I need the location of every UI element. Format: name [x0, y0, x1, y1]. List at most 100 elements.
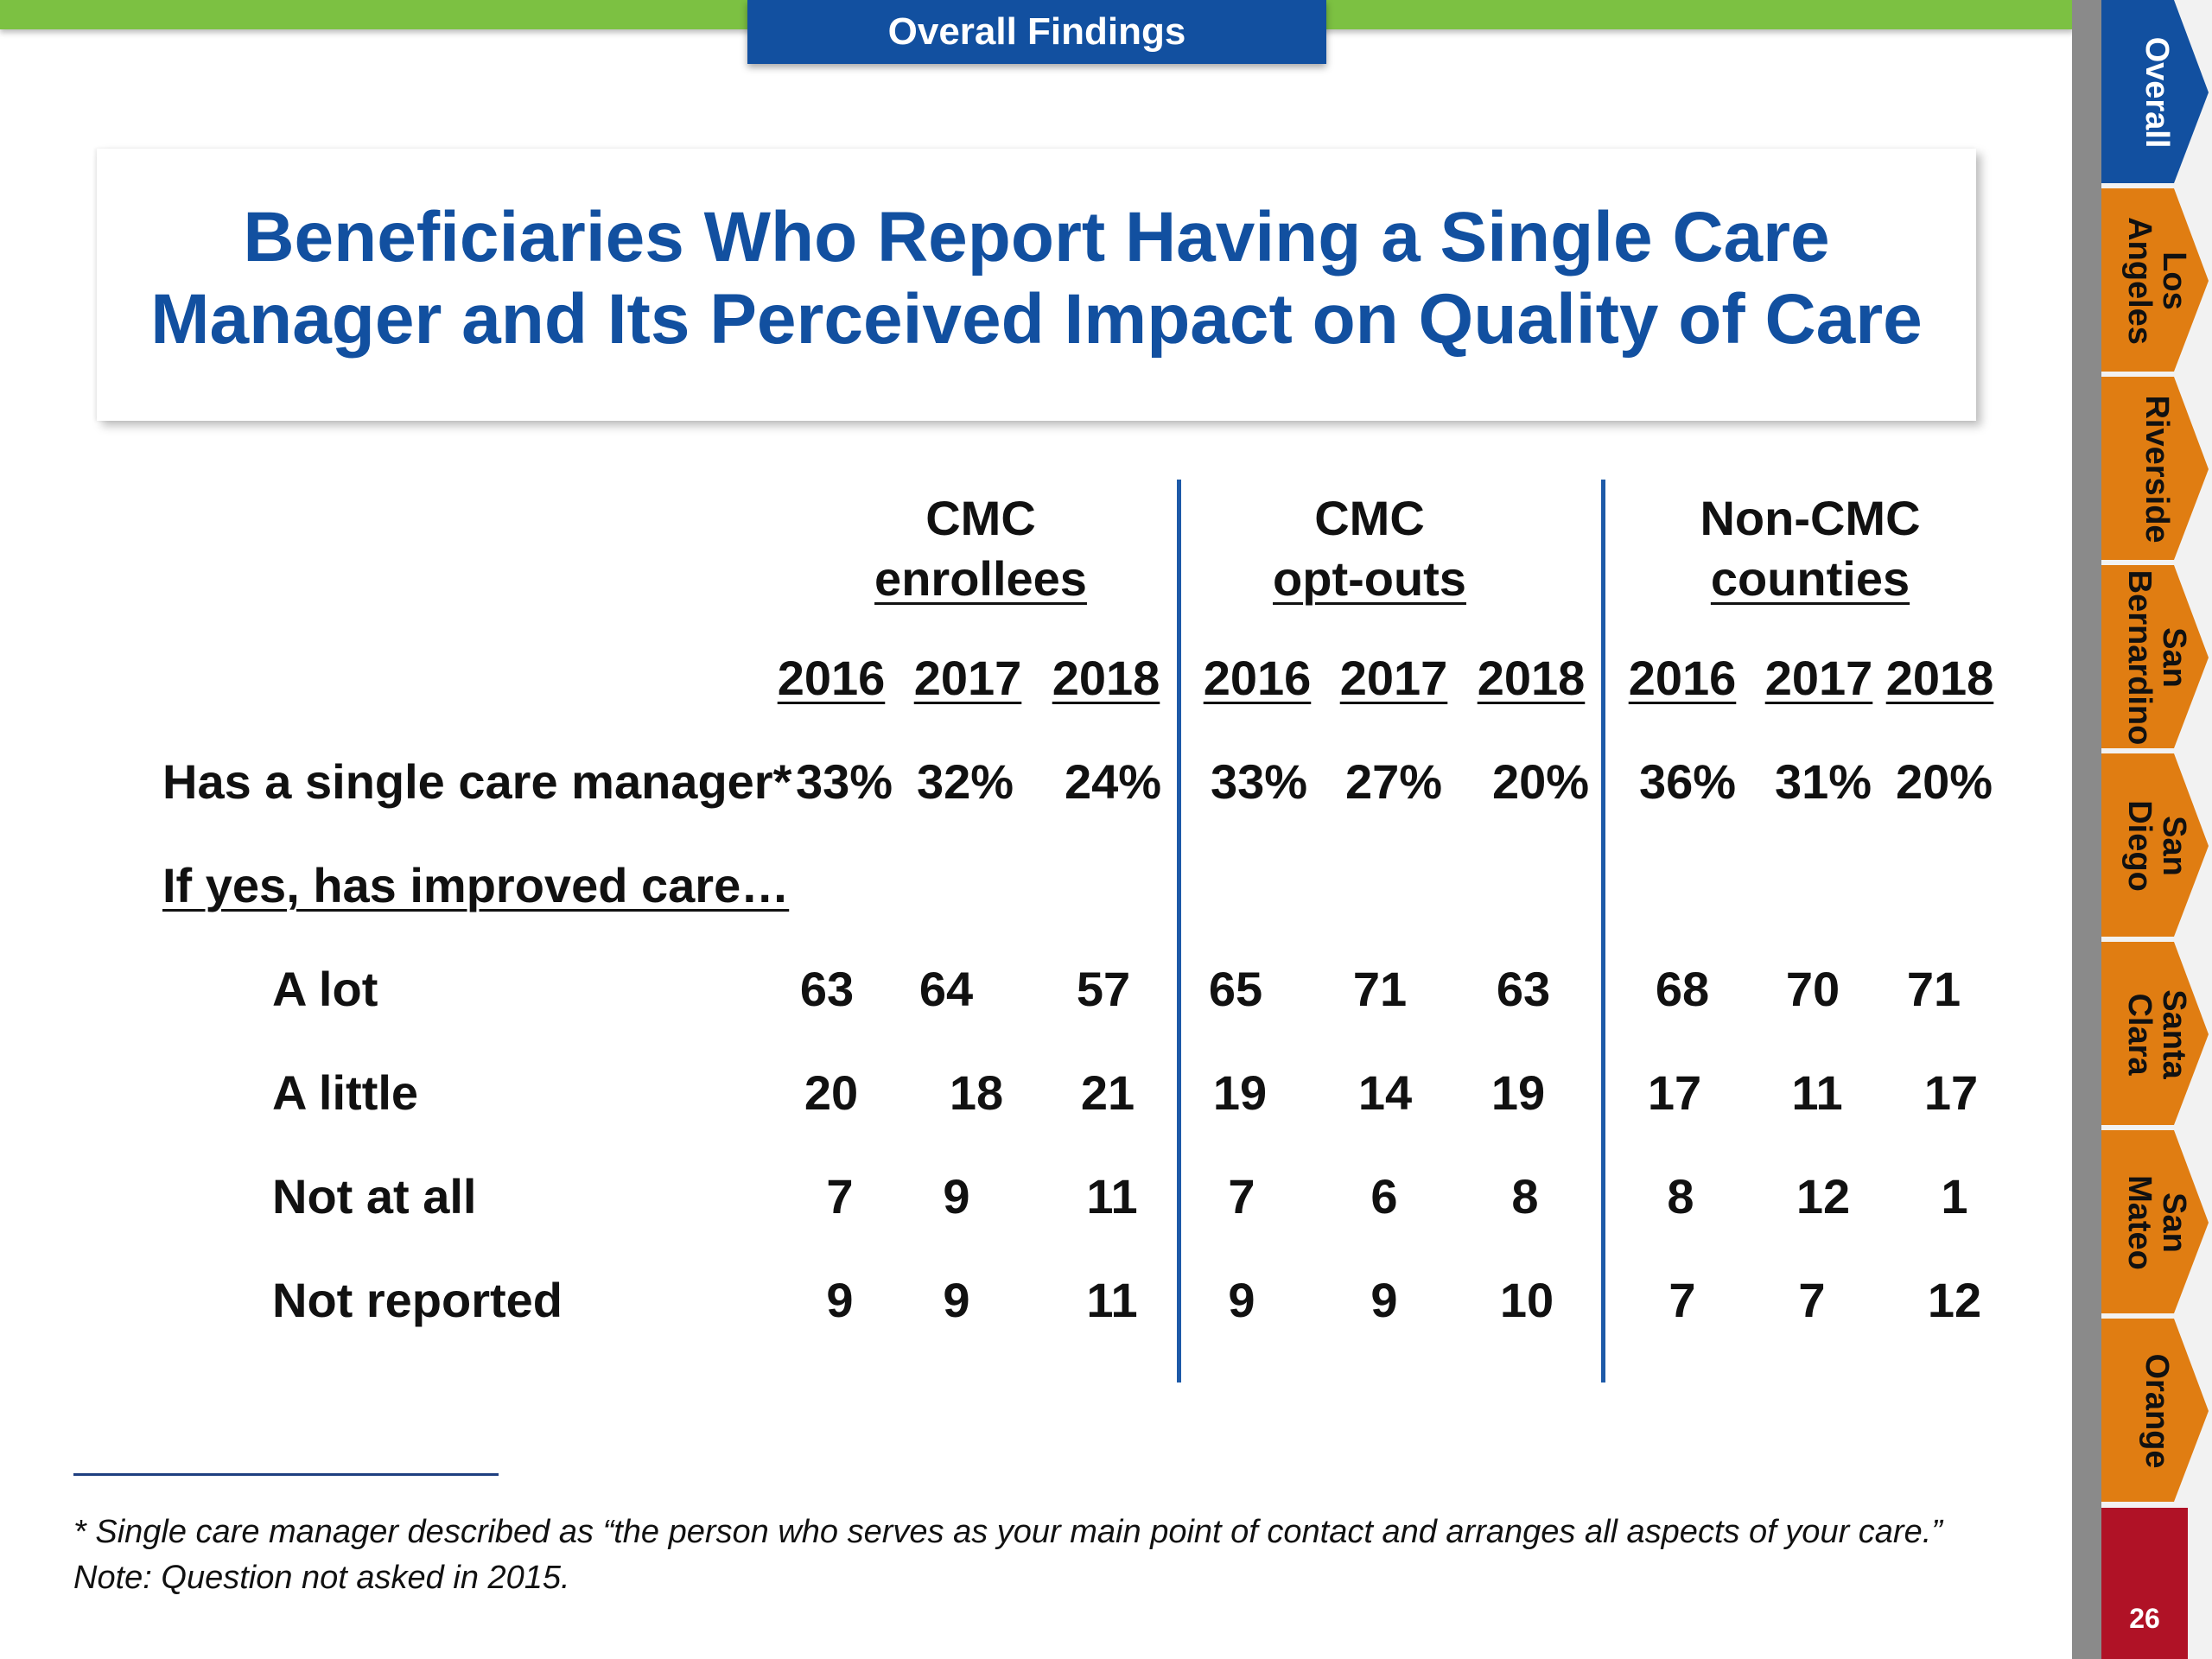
title-line-1: Beneficiaries Who Report Having a Single…: [243, 198, 1830, 276]
table-cell: 63: [799, 962, 855, 1016]
year-header: 2016: [1203, 651, 1312, 705]
table-cell: 10: [1499, 1273, 1554, 1327]
year-header: 2018: [1885, 651, 1994, 705]
sidebar-tab-label: Santa: [2156, 989, 2192, 1079]
sidebar-tab-label: San: [2156, 1192, 2192, 1253]
table-cell: 70: [1785, 962, 1840, 1016]
table-cell: 71: [1906, 962, 1961, 1016]
table-cell: 20: [804, 1065, 859, 1120]
sidebar-tab-los-angeles[interactable]: Los Angeles: [2101, 188, 2212, 373]
sidebar-tab-label: San: [2156, 627, 2192, 688]
column-divider-1: [1177, 480, 1181, 1382]
row-label: A little: [272, 1065, 419, 1120]
group-header-line1: Non-CMC: [1700, 491, 1921, 545]
table-cell: 65: [1208, 962, 1263, 1016]
footnote-separator: [73, 1473, 499, 1476]
table-cell: 19: [1491, 1065, 1546, 1120]
table-cell: 27%: [1344, 754, 1443, 809]
table-cell: 33%: [795, 754, 893, 809]
footnote-note: Note: Question not asked in 2015.: [73, 1560, 570, 1596]
sidebar-tab-san-mateo[interactable]: San Mateo: [2101, 1130, 2212, 1315]
table-cell: 68: [1655, 962, 1710, 1016]
row-label-single-manager: Has a single care manager*: [162, 754, 792, 809]
table-cell: 18: [949, 1065, 1004, 1120]
sidebar-tab-label: Overall: [2139, 36, 2175, 149]
table-cell: 64: [918, 962, 974, 1016]
sidebar-tab-label-2: Bernardino: [2121, 569, 2158, 746]
table-cell: 9: [943, 1169, 970, 1224]
table-cell: 71: [1352, 962, 1408, 1016]
table-cell: 1: [1941, 1169, 1968, 1224]
table-cell: 12: [1796, 1169, 1851, 1224]
table-cell: 24%: [1064, 754, 1162, 809]
table-cell: 57: [1076, 962, 1131, 1016]
row-label: A lot: [272, 962, 378, 1016]
sidebar-strip: [2072, 0, 2101, 1659]
table-cell: 9: [826, 1273, 854, 1327]
table-cell: 21: [1080, 1065, 1135, 1120]
page-number-badge: 26: [2101, 1508, 2188, 1659]
table-cell: 14: [1357, 1065, 1413, 1120]
row-label: Not reported: [272, 1273, 563, 1327]
title-line-2: Manager and Its Perceived Impact on Qual…: [150, 280, 1923, 359]
table-cell: 17: [1647, 1065, 1702, 1120]
table-cell: 20%: [1491, 754, 1590, 809]
sidebar-tab-label: Orange: [2139, 1353, 2175, 1469]
page-title: Beneficiaries Who Report Having a Single…: [97, 196, 1976, 360]
sidebar-tab-label: Riverside: [2139, 395, 2175, 543]
table-cell: 6: [1370, 1169, 1398, 1224]
year-header: 2016: [1628, 651, 1737, 705]
table-cell: 11: [1086, 1169, 1138, 1224]
sidebar-tab-san-bernardino[interactable]: San Bernardino: [2101, 565, 2212, 750]
table-cell: 63: [1496, 962, 1551, 1016]
title-box: Beneficiaries Who Report Having a Single…: [97, 149, 1976, 421]
table-cell: 8: [1511, 1169, 1539, 1224]
table-cell: 11: [1791, 1065, 1843, 1120]
table-cell: 31%: [1774, 754, 1872, 809]
group-header-line1: CMC: [1314, 491, 1425, 545]
table-cell: 33%: [1210, 754, 1308, 809]
table-cell: 7: [1798, 1273, 1826, 1327]
improved-care-subheader: If yes, has improved care…: [162, 858, 790, 912]
sidebar-tab-overall[interactable]: Overall: [2101, 0, 2212, 185]
sidebar-tab-santa-clara[interactable]: Santa Clara: [2101, 942, 2212, 1127]
group-header-line2: counties: [1710, 551, 1910, 606]
table-cell: 9: [943, 1273, 970, 1327]
sidebar-tab-label-2: Clara: [2121, 993, 2158, 1076]
footnote-definition: * Single care manager described as “the …: [73, 1514, 1942, 1550]
table-cell: 17: [1923, 1065, 1979, 1120]
sidebar-tab-san-diego[interactable]: San Diego: [2101, 753, 2212, 938]
table-cell: 9: [1228, 1273, 1255, 1327]
group-header-line1: CMC: [925, 491, 1036, 545]
page-number: 26: [2129, 1603, 2160, 1634]
sidebar-tab-label-2: Mateo: [2121, 1175, 2158, 1270]
table-cell: 19: [1212, 1065, 1268, 1120]
table-cell: 9: [1370, 1273, 1398, 1327]
table-cell: 7: [1228, 1169, 1255, 1224]
sidebar-tab-riverside[interactable]: Riverside: [2101, 377, 2212, 562]
table-cell: 32%: [916, 754, 1014, 809]
year-header: 2017: [1339, 651, 1448, 705]
table-cell: 11: [1086, 1273, 1138, 1327]
table-cell: 36%: [1638, 754, 1737, 809]
sidebar-tab-label: San: [2156, 816, 2192, 876]
sidebar-tab-label-2: Angeles: [2121, 217, 2158, 345]
sidebar-tab-orange[interactable]: Orange: [2101, 1319, 2212, 1503]
group-header-line2: opt-outs: [1273, 551, 1466, 606]
sidebar-tab-label: Los: [2156, 251, 2192, 310]
group-header-cmc-optouts: CMC opt-outs: [1218, 488, 1521, 609]
group-header-non-cmc: Non-CMC counties: [1659, 488, 1961, 609]
year-header: 2016: [777, 651, 886, 705]
row-label: Not at all: [272, 1169, 477, 1224]
sidebar-tab-label-2: Diego: [2121, 800, 2158, 892]
section-header-tab: Overall Findings: [747, 0, 1326, 64]
table-cell: 8: [1667, 1169, 1694, 1224]
table-cell: 7: [1669, 1273, 1696, 1327]
column-divider-2: [1601, 480, 1605, 1382]
table-cell: 20%: [1895, 754, 1993, 809]
table-cell: 7: [826, 1169, 854, 1224]
group-header-line2: enrollees: [874, 551, 1087, 606]
year-header: 2018: [1052, 651, 1160, 705]
year-header: 2017: [1764, 651, 1873, 705]
table-cell: 12: [1927, 1273, 1982, 1327]
